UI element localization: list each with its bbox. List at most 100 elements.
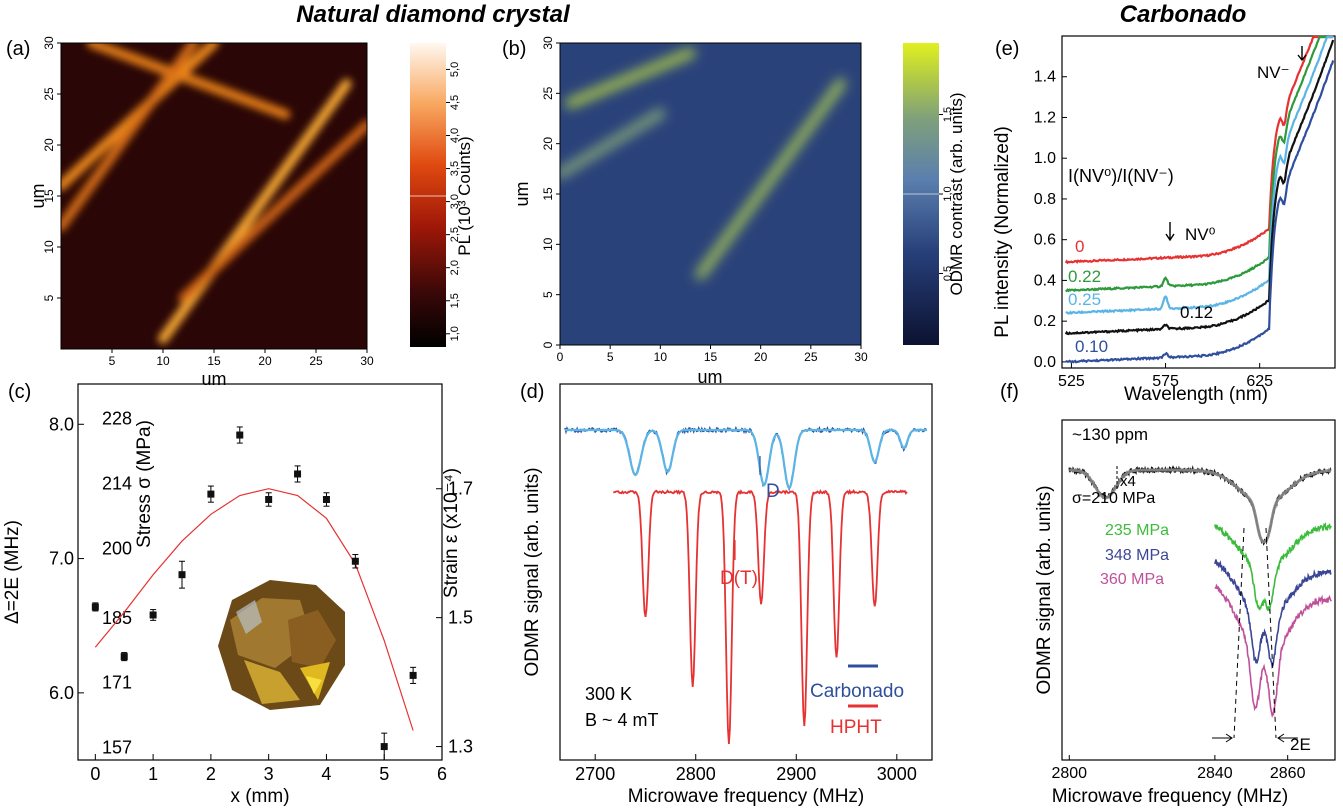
y-tick-label: 15 (541, 187, 555, 201)
stress-tick-label: 228 (102, 409, 132, 429)
x-tick-label: 575 (1152, 373, 1179, 390)
y-tick-label: 0.0 (1034, 354, 1056, 371)
colorbar-tick-label: 5,0 (449, 62, 461, 77)
plot-f-ticks: 2800 2840 2860 (1051, 755, 1306, 782)
x-tick-label: 3000 (877, 764, 917, 784)
colorbar-tick-label: 3,5 (449, 161, 461, 176)
y-tick-label: 30 (541, 36, 555, 50)
x-tick-label: 20 (258, 354, 272, 368)
plot-f-frame (1061, 419, 1336, 761)
strain-tick-label: 1.3 (448, 737, 473, 757)
data-point (294, 470, 302, 478)
y-tick-label: 20 (541, 137, 555, 151)
annot-temperature: 300 K (585, 684, 632, 704)
y-tick-label: 8.0 (49, 414, 74, 434)
series-label-1: 235 MPa (1105, 522, 1169, 539)
annot-2e: 2E (1290, 735, 1311, 754)
colorbar-a-label: PL (10³ Counts) (455, 136, 474, 255)
xlabel-a: um (201, 369, 226, 389)
panel-c: 0 1 2 3 4 5 6 6.0 7.0 8.0 157 171 185 200 214 228 1.3 1.5… (2, 383, 473, 807)
x-tick-label: 0 (557, 350, 564, 364)
x-tick-label: 2900 (776, 764, 816, 784)
heatmap-ridge-1 (565, 48, 696, 109)
fit-curve-c (94, 488, 414, 731)
x-tick-label: 2840 (1197, 765, 1233, 782)
annot-dt-label: D(T) (720, 568, 758, 589)
series-hpht (613, 488, 908, 744)
plot-f-lines (1068, 465, 1332, 719)
y-tick-label: 7.0 (49, 549, 74, 569)
data-point (380, 743, 388, 751)
strain-tick-label: 1.7 (448, 479, 473, 499)
x-tick-label: 2800 (676, 764, 716, 784)
plot-c-ticks: 0 1 2 3 4 5 6 6.0 7.0 8.0 157 171 185 200 214 228 1.3 1.5… (49, 409, 473, 784)
colorbar-tick-label: 0,5 (942, 266, 954, 281)
annot-x4: x4 (1120, 473, 1136, 490)
y-tick-label: 0 (541, 341, 555, 348)
stress-tick-label: 171 (102, 673, 132, 693)
series-label-2: 348 MPa (1105, 547, 1169, 564)
stress-tick-label: 200 (102, 538, 132, 558)
panel-label-a: (a) (6, 38, 30, 60)
ylabel3-c: Strain ε (x10⁻⁴) (441, 468, 462, 598)
split-markers (1212, 527, 1298, 743)
data-point (178, 571, 186, 579)
series-label-0-12: 0.12 (1180, 303, 1213, 322)
colorbar-tick-label: 3,0 (449, 194, 461, 209)
colorbar-b-ticks: 0,5 1,0 1,5 (939, 107, 954, 281)
y-tick-label: 0.2 (1034, 313, 1056, 330)
panel-label-c: (c) (8, 381, 31, 403)
y-tick-label: 0.4 (1034, 272, 1056, 289)
series-raw-3 (1214, 583, 1332, 719)
series-labels-e: 0 0.22 0.25 0.12 0.10 (1068, 237, 1213, 356)
colorbar-tick-label: 1,0 (942, 186, 954, 201)
plot-e-frame (1061, 35, 1336, 369)
y-tick-label: 25 (42, 87, 56, 101)
legend-d-hpht: HPHT (830, 717, 882, 738)
series-0-25 (1065, 35, 1334, 315)
x-tick-label: 25 (804, 350, 818, 364)
x-tick-label: 10 (156, 354, 170, 368)
series-label-0: 0 (1075, 237, 1084, 256)
heatmap-b-ticks: 0 5 10 15 20 25 30 0 5 10 15 20 25 30 (541, 36, 868, 364)
ylabel-c: Δ=2E (MHz) (2, 520, 23, 624)
ylabel-a: um (28, 183, 48, 208)
series-0-12 (1064, 39, 1335, 336)
heatmap-a-ticks: 5 10 15 20 25 30 5 10 15 20 25 30 (42, 36, 374, 368)
xlabel-e: Wavelength (nm) (1124, 384, 1268, 405)
heatmap-b-background (560, 43, 861, 345)
panel-label-e: (e) (995, 38, 1019, 60)
data-point (236, 431, 244, 439)
ylabel-d: ODMR signal (arb. units) (522, 467, 543, 676)
series-label-0: σ=210 MPa (1072, 490, 1155, 507)
panel-label-b: (b) (502, 38, 526, 60)
data-point (149, 611, 157, 619)
strain-tick-label: 1.5 (448, 608, 473, 628)
colorbar-b-label: ODMR contrast (arb. units) (947, 92, 966, 295)
heatmap-a-features (61, 43, 367, 344)
xlabel-b: um (697, 367, 722, 387)
data-point (207, 490, 215, 498)
x-tick-label: 5 (607, 350, 614, 364)
colorbar-tick-label: 1,5 (942, 107, 954, 122)
data-point (91, 603, 99, 611)
x-tick-label: 30 (854, 350, 868, 364)
xlabel-f: Microwave frequency (MHz) (1052, 786, 1289, 807)
y-tick-label: 10 (541, 237, 555, 251)
annot-nvminus: NV⁻ (1257, 63, 1290, 82)
series-0-22 (1065, 35, 1334, 293)
x-tick-label: 525 (1058, 373, 1085, 390)
annot-ppm: ~130 ppm (1072, 425, 1148, 444)
annot-nv0: NV⁰ (1185, 225, 1216, 244)
x-tick-label: 2700 (575, 764, 615, 784)
x-tick-label: 10 (654, 350, 668, 364)
series-raw-2 (1214, 559, 1332, 669)
data-point (120, 653, 128, 661)
x-tick-label: 25 (309, 354, 323, 368)
heading-carbonado: Carbonado (1120, 1, 1247, 28)
ylabel2-c: Stress σ (MPa) (134, 420, 155, 548)
crystal-photo (218, 580, 345, 710)
y-tick-label: 10 (42, 240, 56, 254)
x-tick-label: 20 (754, 350, 768, 364)
